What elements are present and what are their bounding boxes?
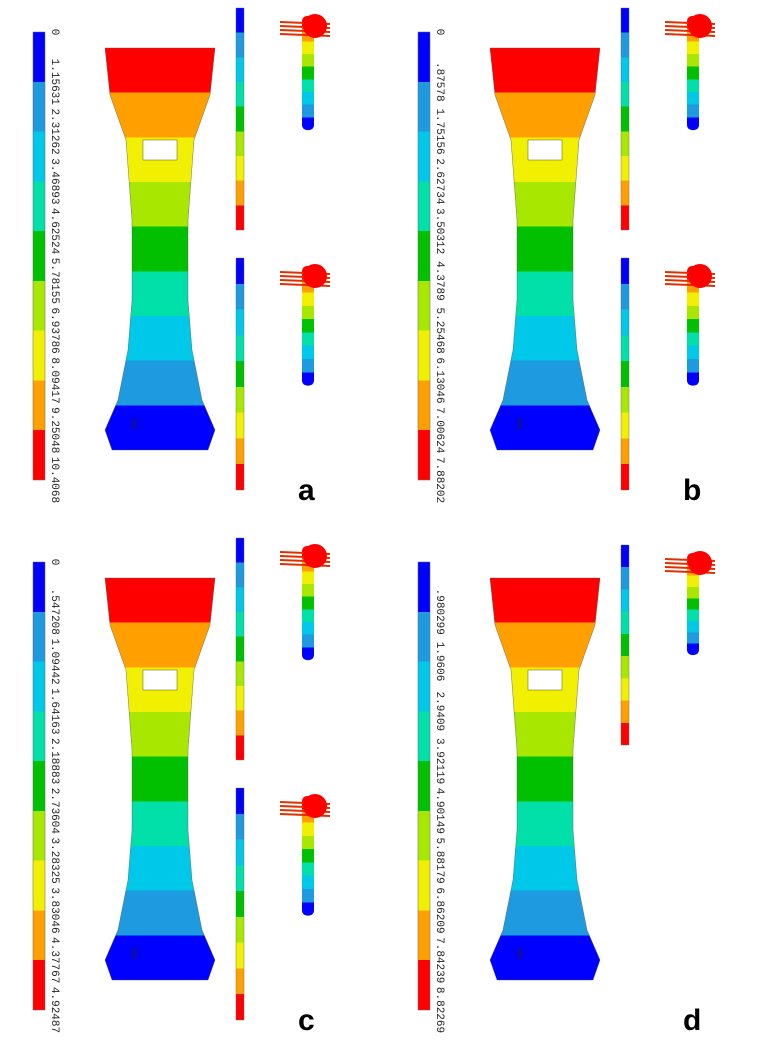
scale-label: 8.82269 — [433, 987, 445, 1033]
scale-label: 1.9606 — [433, 642, 445, 682]
bone-model — [490, 48, 600, 450]
scale-label: 3.28325 — [48, 838, 60, 884]
bone-model — [105, 578, 215, 980]
scale-label: 5.88179 — [433, 838, 445, 884]
osteotomy-gap — [528, 670, 562, 690]
scale-label: 4.37767 — [48, 937, 60, 983]
inset-color-bar — [236, 538, 244, 760]
scale-label: 2.9409 — [433, 692, 445, 732]
scale-label: 5.78155 — [48, 258, 60, 304]
inset-color-bar — [621, 8, 629, 230]
panel: 0 .87578 1.75156 2.62734 3.50312 4.3789 5.2546… — [418, 8, 715, 507]
bone-model — [105, 48, 215, 450]
scale-label: 1.15631 — [48, 59, 60, 106]
scale-label: 1.75156 — [433, 108, 445, 154]
scale-label: 3.92119 — [433, 738, 445, 784]
scale-label: .87578 — [433, 62, 445, 102]
scale-label: 7.00624 — [433, 407, 445, 454]
scale-label: 2.62734 — [433, 158, 445, 205]
scale-label: 0 — [48, 29, 60, 36]
figure: 0 1.15631 2.31262 3.46893 4.62524 5.78155 6.93… — [0, 0, 765, 1055]
scale-label: 3.83046 — [48, 887, 60, 933]
node-label: MN — [130, 418, 137, 429]
scale-label: 4.90149 — [433, 788, 445, 834]
osteotomy-gap — [143, 670, 177, 690]
color-bar — [33, 32, 45, 480]
color-bar — [33, 562, 45, 1010]
inset-head — [303, 544, 327, 568]
scale-label: 5.25468 — [433, 308, 445, 354]
panel-label: d — [683, 1004, 701, 1037]
inset-head — [303, 264, 327, 288]
scale-label: 9.25048 — [48, 407, 60, 453]
scale-label: .547208 — [48, 589, 60, 635]
panel-label: a — [298, 474, 315, 507]
bone-model — [490, 578, 600, 980]
inset-head — [303, 794, 327, 818]
node-label: MN — [515, 948, 522, 959]
inset-head — [303, 14, 327, 38]
color-bar — [418, 32, 430, 480]
scale-label: 8.09417 — [48, 357, 60, 403]
scale-label: 10.4068 — [48, 457, 60, 503]
panel: 0 .547208 1.09442 1.64163 2.18883 2.73604 3.28… — [33, 538, 330, 1037]
scale-label: 1.09442 — [48, 638, 60, 684]
scale-label: 6.93786 — [48, 308, 60, 354]
scale-label: 2.31262 — [48, 108, 60, 154]
scale-label: 6.86209 — [433, 887, 445, 933]
inset-color-bar — [621, 545, 629, 745]
inset-head — [688, 14, 712, 38]
scale-label: 3.50312 — [433, 208, 445, 254]
panel: 0 1.15631 2.31262 3.46893 4.62524 5.78155 6.93… — [33, 8, 330, 507]
scale-label: 0 — [433, 29, 445, 36]
osteotomy-gap — [528, 140, 562, 160]
panel-label: c — [298, 1004, 315, 1037]
scale-label: 7.84239 — [433, 937, 445, 983]
scale-label: 6.13046 — [433, 357, 445, 403]
scale-label: 2.18883 — [48, 738, 60, 784]
scale-label: 4.92487 — [48, 987, 60, 1033]
inset-color-bar — [621, 258, 629, 490]
inset-color-bar — [236, 788, 244, 1020]
node-label: MN — [130, 948, 137, 959]
inset-color-bar — [236, 258, 244, 490]
panel: .980299 1.9606 2.9409 3.92119 4.90149 5.88179… — [418, 545, 715, 1037]
inset-color-bar — [236, 8, 244, 230]
node-label: MN — [515, 418, 522, 429]
scale-label: 1.64163 — [48, 688, 60, 734]
scale-label: 7.88202 — [433, 457, 445, 503]
osteotomy-gap — [143, 140, 177, 160]
color-bar — [418, 562, 430, 1010]
scale-label: .980299 — [433, 589, 445, 635]
scale-label: 4.62524 — [48, 208, 60, 255]
scale-label: 3.46893 — [48, 158, 60, 204]
inset-head — [688, 551, 712, 575]
panel-label: b — [683, 474, 701, 507]
scale-label: 4.3789 — [433, 261, 445, 301]
inset-head — [688, 264, 712, 288]
scale-label: 2.73604 — [48, 788, 60, 835]
scale-label: 0 — [48, 559, 60, 566]
